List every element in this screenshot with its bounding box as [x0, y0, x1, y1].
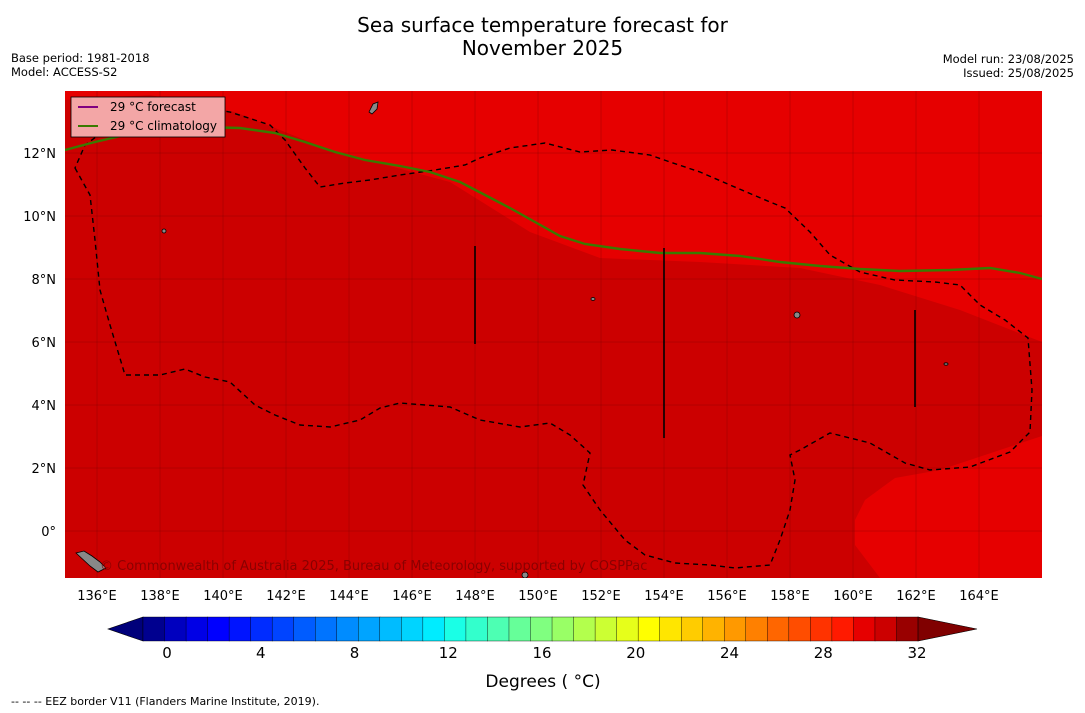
lon-tick-label: 138°E — [140, 589, 180, 604]
colorbar-tick-label: 4 — [256, 644, 266, 662]
colorbar-swatch — [271, 616, 295, 642]
map-area: © Commonwealth of Australia 2025, Bureau… — [65, 91, 1042, 578]
colorbar-swatch — [487, 616, 510, 642]
meta-left: Base period: 1981-2018 Model: ACCESS-S2 — [11, 51, 150, 79]
lat-tick-label: 8°N — [32, 273, 57, 288]
legend-climatology-label: 29 °C climatology — [110, 119, 217, 133]
colorbar-swatch — [508, 616, 532, 642]
colorbar — [107, 616, 978, 642]
colorbar-swatch — [637, 616, 661, 642]
colorbar-swatch — [228, 616, 252, 642]
lon-tick-label: 158°E — [770, 589, 810, 604]
lat-tick-label: 0° — [41, 525, 56, 540]
lat-tick-label: 4°N — [32, 399, 57, 414]
colorbar-label: Degrees ( °C) — [485, 672, 600, 692]
model-name: Model: ACCESS-S2 — [11, 65, 118, 79]
colorbar-swatch — [896, 616, 919, 642]
colorbar-swatch — [788, 616, 811, 642]
eez-border — [74, 105, 1033, 569]
base-period: Base period: 1981-2018 — [11, 51, 150, 65]
lon-tick-label: 160°E — [833, 589, 873, 604]
colorbar-tick-label: 28 — [814, 644, 833, 662]
land-islands — [75, 101, 949, 578]
colorbar-swatch — [250, 616, 273, 642]
meta-right: Model run: 23/08/2025 Issued: 25/08/2025 — [943, 52, 1074, 80]
colorbar-swatch — [767, 616, 790, 642]
colorbar-swatch — [659, 616, 682, 642]
colorbar-swatch — [315, 616, 338, 642]
chart-title: Sea surface temperature forecast for Nov… — [0, 14, 1085, 60]
colorbar-swatch — [551, 616, 575, 642]
colorbar-swatch — [745, 616, 768, 642]
colorbar-swatch — [164, 616, 187, 642]
map-grid — [65, 91, 1042, 578]
colorbar-swatch — [702, 616, 725, 642]
lon-tick-label: 144°E — [329, 589, 369, 604]
colorbar-swatch — [594, 616, 618, 642]
lon-tick-label: 162°E — [896, 589, 936, 604]
lon-tick-label: 156°E — [707, 589, 747, 604]
colorbar-swatch — [874, 616, 897, 642]
lon-tick-label: 150°E — [518, 589, 558, 604]
lat-tick-label: 2°N — [32, 462, 57, 477]
colorbar-tick-label: 12 — [439, 644, 458, 662]
latitude-tick-labels: 12°N 10°N 8°N 6°N 4°N 2°N 0° — [23, 147, 56, 540]
colorbar-swatch — [810, 616, 833, 642]
model-run: Model run: 23/08/2025 — [942, 52, 1074, 66]
lon-tick-label: 164°E — [959, 589, 999, 604]
colorbar-tick-label: 24 — [720, 644, 739, 662]
colorbar-tick-label: 20 — [626, 644, 645, 662]
colorbar-swatch — [379, 616, 402, 642]
colorbar-swatch — [573, 616, 596, 642]
colorbar-swatch — [142, 616, 166, 642]
lon-tick-label: 136°E — [77, 589, 117, 604]
climatology-29c-contour — [65, 125, 1042, 281]
colorbar-swatch — [336, 616, 359, 642]
lon-tick-label: 140°E — [203, 589, 243, 604]
colorbar-swatch — [207, 616, 230, 642]
colorbar-swatch — [358, 616, 381, 642]
colorbar-swatch — [530, 616, 553, 642]
lon-tick-label: 146°E — [392, 589, 432, 604]
colorbar-swatch — [185, 616, 209, 642]
colorbar-swatch — [422, 616, 445, 642]
colorbar-tick-labels: 0 4 8 12 16 20 24 28 32 — [162, 644, 926, 662]
title-line-1: Sea surface temperature forecast for — [357, 13, 728, 37]
issued-date: Issued: 25/08/2025 — [963, 66, 1074, 80]
colorbar-swatch — [616, 616, 639, 642]
legend-forecast-label: 29 °C forecast — [110, 100, 196, 114]
colorbar-under-arrow — [107, 616, 144, 642]
colorbar-over-arrow — [917, 616, 978, 642]
lat-tick-label: 12°N — [23, 147, 56, 162]
legend-box — [70, 96, 226, 138]
colorbar-swatch — [853, 616, 876, 642]
map-legend: 29 °C forecast 29 °C climatology — [70, 96, 226, 138]
colorbar-tick-label: 32 — [907, 644, 926, 662]
title-line-2: November 2025 — [461, 36, 624, 60]
colorbar-tick-label: 16 — [532, 644, 551, 662]
colorbar-swatch — [724, 616, 747, 642]
colorbar-swatch — [831, 616, 854, 642]
lat-tick-label: 10°N — [23, 210, 56, 225]
colorbar-swatch — [444, 616, 467, 642]
lon-tick-label: 148°E — [455, 589, 495, 604]
colorbar-tick-label: 0 — [162, 644, 172, 662]
colorbar-swatch — [401, 616, 424, 642]
colorbar-swatch — [293, 616, 316, 642]
lon-tick-label: 154°E — [644, 589, 684, 604]
colorbar-swatch — [680, 616, 704, 642]
lon-tick-label: 152°E — [581, 589, 621, 604]
colorbar-tick-label: 8 — [350, 644, 360, 662]
copyright-text: © Commonwealth of Australia 2025, Bureau… — [100, 559, 647, 574]
longitude-tick-labels: 136°E 138°E 140°E 142°E 144°E 146°E 148°E 150°E… — [77, 589, 999, 604]
eez-footnote: -- -- -- EEZ border V11 (Flanders Marine… — [11, 695, 320, 708]
lon-tick-label: 142°E — [266, 589, 306, 604]
colorbar-swatch — [465, 616, 488, 642]
lat-tick-label: 6°N — [32, 336, 57, 351]
